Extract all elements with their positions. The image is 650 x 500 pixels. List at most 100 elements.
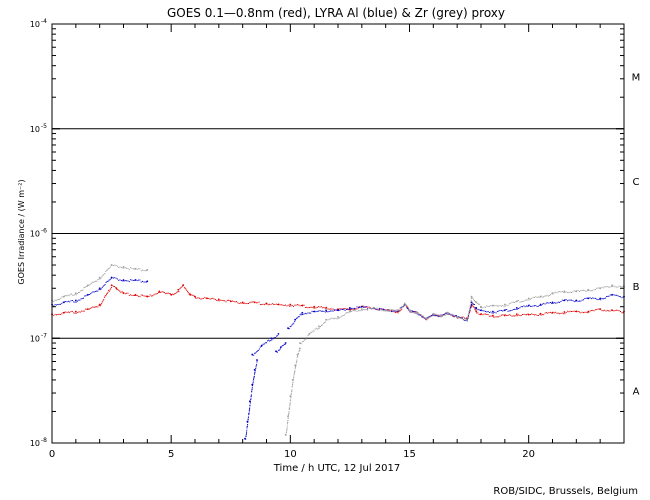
data-point bbox=[587, 288, 590, 291]
svg-text:10: 10 bbox=[30, 125, 40, 134]
data-point bbox=[539, 303, 542, 306]
data-point bbox=[551, 301, 554, 304]
data-point bbox=[122, 292, 125, 294]
series-blue-3 bbox=[251, 333, 280, 356]
data-point bbox=[611, 309, 613, 312]
y-tick-label: 10 -4 bbox=[30, 18, 47, 29]
data-point bbox=[492, 314, 494, 317]
series-red-0 bbox=[51, 284, 625, 321]
data-point bbox=[86, 293, 89, 296]
data-point bbox=[217, 298, 220, 301]
data-point bbox=[349, 307, 351, 309]
data-point bbox=[277, 333, 280, 335]
series-grey-6 bbox=[51, 264, 149, 303]
data-point bbox=[289, 303, 292, 306]
data-point bbox=[360, 305, 363, 308]
class-label-M: M bbox=[632, 72, 641, 83]
data-point bbox=[587, 297, 590, 300]
data-point bbox=[465, 318, 468, 321]
series-grey-8 bbox=[299, 284, 625, 345]
data-point bbox=[337, 309, 339, 312]
svg-text:-8: -8 bbox=[41, 437, 47, 444]
data-point bbox=[599, 287, 602, 290]
data-point bbox=[515, 300, 518, 303]
data-point bbox=[587, 310, 590, 313]
data-point bbox=[182, 284, 185, 287]
data-point bbox=[539, 295, 542, 298]
data-point bbox=[289, 395, 292, 398]
data-point bbox=[86, 308, 89, 310]
data-point bbox=[503, 314, 506, 317]
data-point bbox=[503, 309, 506, 312]
x-tick-label: 20 bbox=[522, 449, 535, 460]
data-point bbox=[415, 311, 418, 314]
data-point bbox=[301, 304, 304, 307]
data-point bbox=[456, 316, 459, 318]
data-point bbox=[403, 302, 406, 305]
data-point bbox=[503, 303, 506, 306]
data-point bbox=[325, 307, 327, 309]
data-point bbox=[110, 264, 113, 266]
flare-class-lines bbox=[52, 128, 624, 339]
data-point bbox=[110, 284, 113, 287]
data-point bbox=[480, 309, 482, 312]
data-point bbox=[611, 284, 613, 287]
series-grey-7 bbox=[284, 347, 301, 436]
svg-text:-4: -4 bbox=[41, 18, 47, 25]
data-point bbox=[313, 305, 316, 308]
data-point bbox=[146, 280, 149, 283]
data-point bbox=[277, 303, 280, 306]
data-point bbox=[134, 279, 137, 281]
credit-label: ROB/SIDC, Brussels, Belgium bbox=[493, 486, 638, 497]
svg-text:10: 10 bbox=[30, 20, 40, 29]
data-point bbox=[170, 293, 173, 296]
data-point bbox=[492, 310, 494, 313]
data-point bbox=[256, 359, 258, 361]
data-point bbox=[432, 313, 435, 315]
data-point bbox=[253, 301, 256, 304]
data-point bbox=[294, 318, 296, 321]
data-point bbox=[189, 293, 192, 296]
data-point bbox=[301, 311, 304, 314]
data-point bbox=[599, 297, 602, 300]
data-point bbox=[86, 284, 89, 287]
x-tick-label: 15 bbox=[403, 449, 416, 460]
data-point bbox=[408, 309, 411, 312]
data-point bbox=[74, 299, 77, 302]
class-label-C: C bbox=[633, 177, 640, 188]
chart-title: GOES 0.1—0.8nm (red), LYRA Al (blue) & Z… bbox=[167, 6, 505, 20]
class-label-B: B bbox=[633, 282, 640, 293]
data-point bbox=[360, 308, 363, 310]
data-point bbox=[575, 290, 578, 293]
class-label-A: A bbox=[633, 387, 640, 398]
y-tick-label: 10 -8 bbox=[30, 437, 47, 448]
data-point bbox=[349, 310, 351, 313]
data-point bbox=[251, 383, 254, 386]
data-point bbox=[325, 318, 327, 321]
data-point bbox=[563, 299, 566, 302]
data-point bbox=[246, 420, 249, 423]
data-point bbox=[372, 307, 375, 309]
data-point bbox=[599, 308, 602, 310]
data-point bbox=[294, 364, 296, 367]
data-point bbox=[446, 311, 449, 314]
data-point bbox=[575, 299, 578, 302]
data-point bbox=[265, 302, 268, 305]
data-point bbox=[98, 287, 101, 290]
data-point bbox=[515, 313, 518, 315]
x-tick-label: 0 bbox=[49, 449, 55, 460]
data-point bbox=[177, 288, 180, 291]
data-point bbox=[287, 327, 289, 329]
data-point bbox=[194, 295, 196, 298]
data-point bbox=[134, 293, 137, 296]
data-point bbox=[296, 353, 299, 356]
data-point bbox=[275, 350, 277, 353]
svg-text:-5: -5 bbox=[41, 123, 47, 130]
data-point bbox=[98, 276, 101, 279]
data-point bbox=[539, 312, 542, 315]
y-tick-label: 10 -6 bbox=[30, 228, 47, 239]
series-layer bbox=[51, 264, 625, 440]
data-point bbox=[284, 433, 287, 436]
svg-text:10: 10 bbox=[30, 439, 40, 448]
x-tick-label: 5 bbox=[168, 449, 174, 460]
